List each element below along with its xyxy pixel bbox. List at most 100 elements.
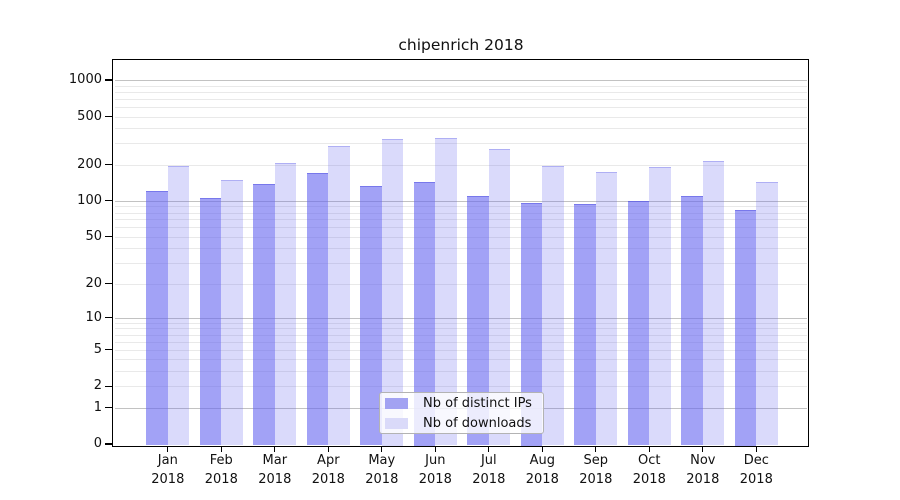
gridline-100 xyxy=(114,200,807,202)
x-tick-may xyxy=(381,445,383,452)
x-tick-label-aug: Aug 2018 xyxy=(525,453,559,487)
gridline-8 xyxy=(114,328,807,330)
x-tick-label-mar: Mar 2018 xyxy=(258,453,292,487)
bar-downloads-feb xyxy=(221,179,243,446)
gridline-600 xyxy=(114,106,807,108)
bar-ips-jul xyxy=(467,196,489,446)
bar-downloads-jul xyxy=(488,149,511,446)
gridline-3 xyxy=(114,371,807,372)
bar-ips-sep xyxy=(574,203,596,446)
y-tick-50 xyxy=(105,236,112,238)
y-tick-label-0: 0 xyxy=(93,436,102,451)
gridline-80 xyxy=(114,212,807,214)
y-tick-2 xyxy=(105,385,112,387)
gridline-70 xyxy=(114,219,807,221)
y-tick-1 xyxy=(105,406,112,409)
y-tick-label-50: 50 xyxy=(85,228,102,244)
bar-ips-jun xyxy=(413,181,436,446)
bar-downloads-jan xyxy=(167,166,190,446)
x-tick-jun xyxy=(434,445,436,452)
x-tick-apr xyxy=(327,445,329,452)
gridline-1000 xyxy=(114,80,807,81)
x-tick-label-may: May 2018 xyxy=(365,453,399,487)
x-tick-label-jul: Jul 2018 xyxy=(472,453,506,487)
x-tick-label-jan: Jan 2018 xyxy=(151,453,185,487)
bar-downloads-sep xyxy=(595,171,618,446)
legend-item-ips: Nb of distinct IPs xyxy=(385,395,543,412)
gridline-500 xyxy=(114,116,807,118)
legend-label-downloads: Nb of downloads xyxy=(423,415,532,431)
gridline-90 xyxy=(114,206,807,208)
y-tick-10 xyxy=(105,317,112,319)
bar-ips-aug xyxy=(520,202,543,446)
gridline-50 xyxy=(114,236,807,238)
gridline-5 xyxy=(114,349,807,351)
y-tick-0 xyxy=(105,443,112,445)
x-tick-sep xyxy=(595,445,597,452)
bar-ips-jan xyxy=(146,190,168,446)
legend-label-ips: Nb of distinct IPs xyxy=(423,395,532,411)
chart-title: chipenrich 2018 xyxy=(398,36,524,54)
gridline-700 xyxy=(114,98,807,100)
legend-swatch-downloads-icon xyxy=(385,417,408,429)
x-tick-aug xyxy=(541,445,543,452)
y-tick-200 xyxy=(105,164,112,166)
x-tick-label-jun: Jun 2018 xyxy=(418,453,452,487)
y-tick-20 xyxy=(105,283,112,285)
bar-ips-apr xyxy=(306,173,329,446)
x-tick-dec xyxy=(755,445,757,452)
bar-ips-dec xyxy=(734,210,757,446)
gridline-9 xyxy=(114,322,807,324)
legend: Nb of distinct IPs Nb of downloads xyxy=(379,392,544,434)
y-tick-label-1000: 1000 xyxy=(68,72,102,87)
x-tick-feb xyxy=(220,445,222,452)
bar-ips-may xyxy=(360,186,382,446)
y-tick-label-200: 200 xyxy=(77,156,102,172)
gridline-6 xyxy=(114,341,807,343)
x-tick-nov xyxy=(702,445,704,452)
x-tick-label-feb: Feb 2018 xyxy=(204,453,238,487)
gridline-10 xyxy=(114,317,807,319)
bar-ips-nov xyxy=(681,195,703,446)
gridline-200 xyxy=(114,164,807,166)
gridline-20 xyxy=(114,283,807,285)
y-tick-label-10: 10 xyxy=(85,309,102,325)
gridline-4 xyxy=(114,359,807,361)
bar-ips-feb xyxy=(199,197,222,446)
x-tick-label-dec: Dec 2018 xyxy=(739,453,773,487)
gridline-800 xyxy=(114,91,807,93)
bar-downloads-oct xyxy=(649,166,671,446)
gridline-300 xyxy=(114,143,807,145)
x-tick-label-nov: Nov 2018 xyxy=(686,453,720,487)
x-tick-label-apr: Apr 2018 xyxy=(311,453,345,487)
y-tick-label-5: 5 xyxy=(93,341,102,357)
bar-downloads-nov xyxy=(702,161,725,446)
bar-ips-oct xyxy=(627,201,650,446)
y-tick-label-20: 20 xyxy=(85,275,102,291)
y-tick-100 xyxy=(105,200,112,202)
gridline-400 xyxy=(114,128,807,130)
y-tick-label-100: 100 xyxy=(77,192,102,208)
y-tick-label-1: 1 xyxy=(93,399,102,415)
bar-ips-mar xyxy=(253,184,275,446)
y-tick-5 xyxy=(105,349,112,351)
bar-downloads-apr xyxy=(328,145,350,446)
gridline-60 xyxy=(114,227,807,229)
x-tick-label-sep: Sep 2018 xyxy=(579,453,613,487)
y-tick-label-500: 500 xyxy=(77,108,102,124)
y-tick-500 xyxy=(105,115,112,118)
x-tick-jul xyxy=(488,445,490,452)
gridline-30 xyxy=(114,263,807,265)
gridline-7 xyxy=(114,334,807,336)
x-tick-label-oct: Oct 2018 xyxy=(632,453,666,487)
bar-downloads-may xyxy=(381,138,404,446)
bar-downloads-dec xyxy=(756,181,778,446)
legend-item-downloads: Nb of downloads xyxy=(385,415,543,432)
gridline-900 xyxy=(114,85,807,87)
x-tick-oct xyxy=(648,445,650,452)
bar-downloads-jun xyxy=(435,138,457,446)
x-tick-jan xyxy=(167,445,169,452)
gridline-2 xyxy=(114,386,807,388)
bar-downloads-mar xyxy=(274,163,297,446)
